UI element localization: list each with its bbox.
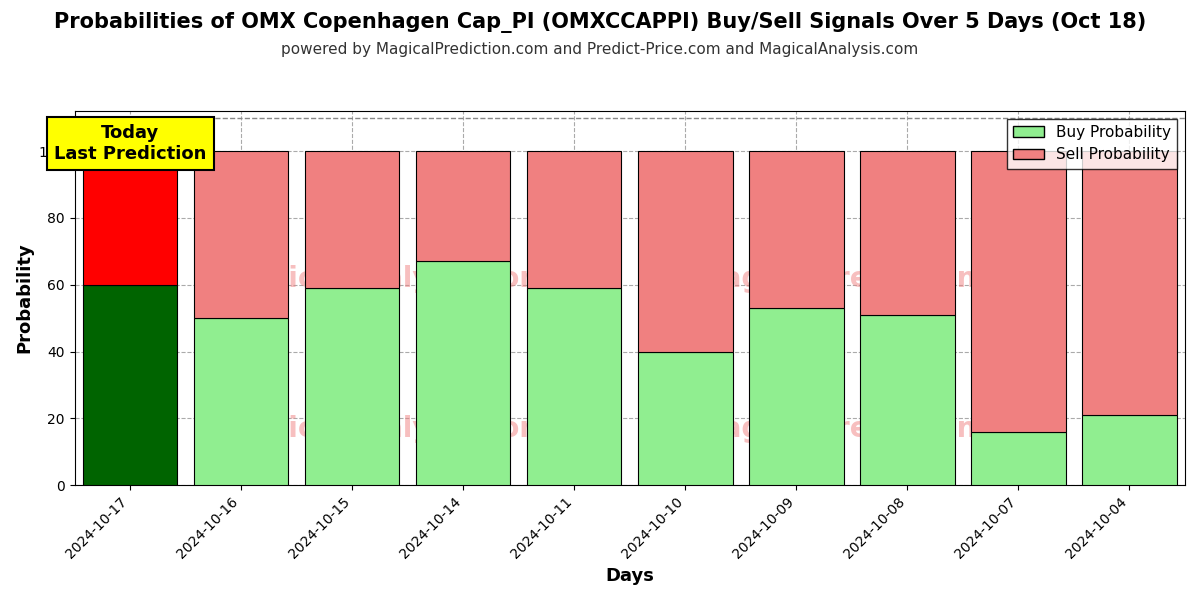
Bar xyxy=(194,151,288,318)
Bar xyxy=(860,151,955,315)
Bar xyxy=(416,262,510,485)
Legend: Buy Probability, Sell Probability: Buy Probability, Sell Probability xyxy=(1007,119,1177,169)
X-axis label: Days: Days xyxy=(605,567,654,585)
Bar xyxy=(1082,415,1177,485)
Bar xyxy=(971,432,1066,485)
Bar xyxy=(194,318,288,485)
Text: MagicalAnalysis.com: MagicalAnalysis.com xyxy=(222,265,548,293)
Text: powered by MagicalPrediction.com and Predict-Price.com and MagicalAnalysis.com: powered by MagicalPrediction.com and Pre… xyxy=(281,42,919,57)
Bar xyxy=(971,151,1066,432)
Text: MagicalPrediction.com: MagicalPrediction.com xyxy=(696,265,1052,293)
Bar xyxy=(83,151,178,285)
Bar xyxy=(860,315,955,485)
Bar xyxy=(638,151,732,352)
Bar xyxy=(416,151,510,262)
Bar xyxy=(305,288,400,485)
Bar xyxy=(749,308,844,485)
Bar xyxy=(305,151,400,288)
Y-axis label: Probability: Probability xyxy=(16,243,34,353)
Text: MagicalPrediction.com: MagicalPrediction.com xyxy=(696,415,1052,443)
Bar xyxy=(527,151,622,288)
Bar xyxy=(527,288,622,485)
Bar xyxy=(1082,151,1177,415)
Bar xyxy=(638,352,732,485)
Text: Probabilities of OMX Copenhagen Cap_PI (OMXCCAPPI) Buy/Sell Signals Over 5 Days : Probabilities of OMX Copenhagen Cap_PI (… xyxy=(54,12,1146,33)
Text: MagicalAnalysis.com: MagicalAnalysis.com xyxy=(222,415,548,443)
Bar xyxy=(83,285,178,485)
Bar xyxy=(749,151,844,308)
Text: Today
Last Prediction: Today Last Prediction xyxy=(54,124,206,163)
